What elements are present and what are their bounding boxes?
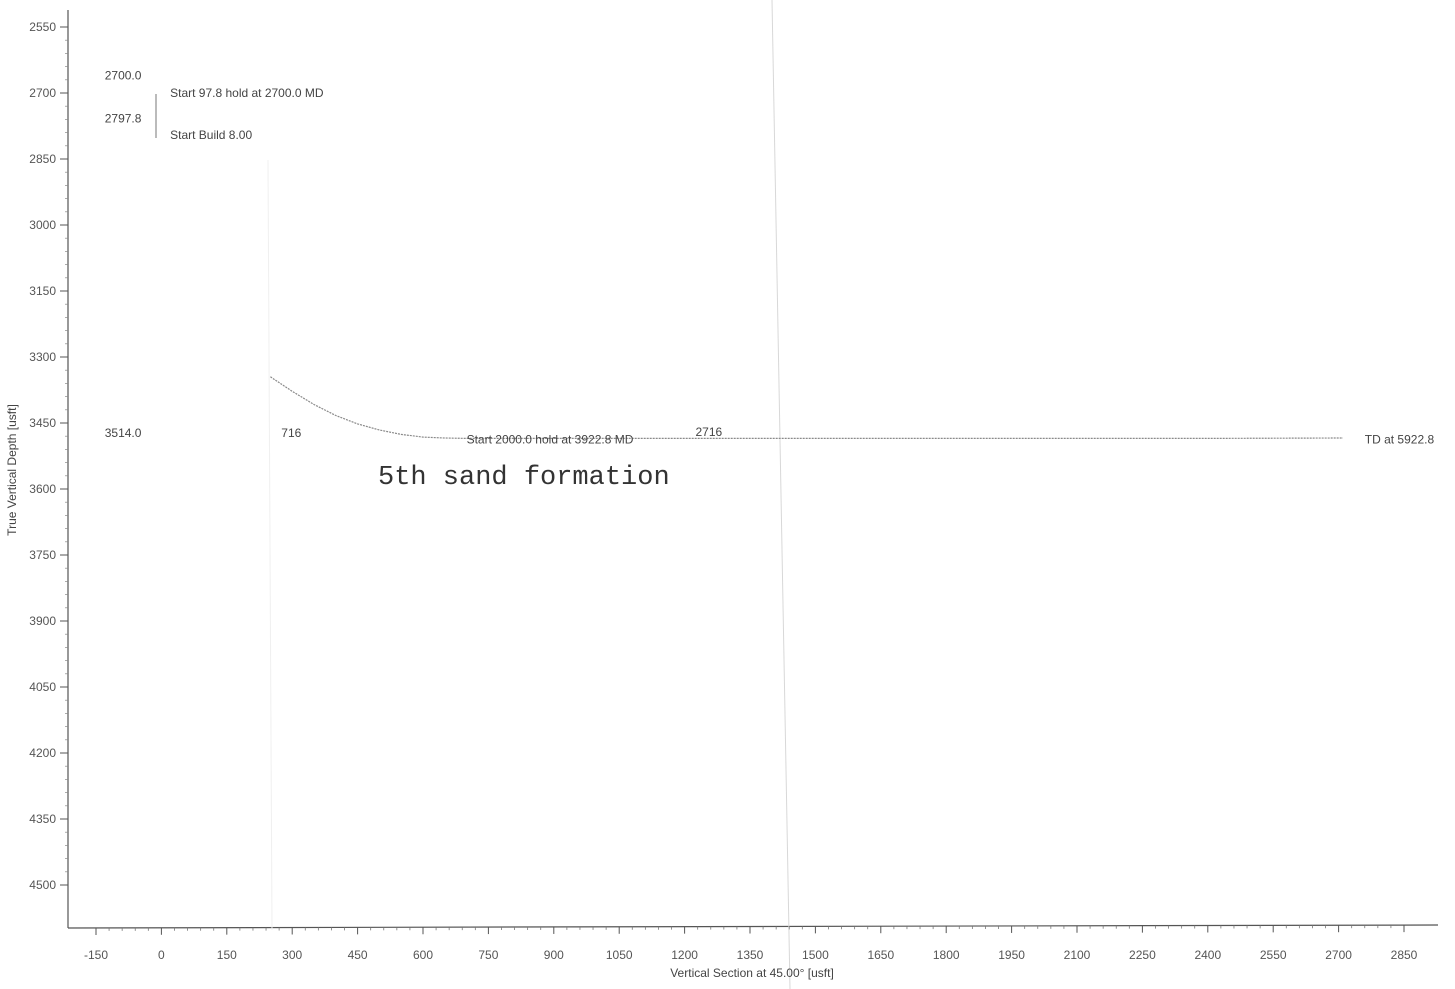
x-tick-label: 1200	[671, 948, 698, 962]
x-axis-label: Vertical Section at 45.00° [usft]	[670, 966, 834, 980]
axes	[67, 0, 1439, 989]
x-tick-label: 1500	[802, 948, 829, 962]
x-tick-label: 2700	[1325, 948, 1352, 962]
x-tick-label: 750	[478, 948, 498, 962]
x-tick-label: 900	[544, 948, 564, 962]
x-tick-label: 300	[282, 948, 302, 962]
y-tick-label: 3750	[29, 548, 56, 562]
y-tick-label: 4200	[29, 746, 56, 760]
y-tick-label: 3450	[29, 416, 56, 430]
formation-label: 5th sand formation	[378, 463, 670, 493]
annotation-label: TD at 5922.8	[1365, 433, 1435, 447]
well-path-line	[270, 376, 1344, 439]
y-tick-label: 2550	[29, 20, 56, 34]
annotation-label: 2797.8	[105, 112, 142, 126]
x-axis-line	[67, 924, 1439, 929]
annotation-label: Start Build 8.00	[170, 128, 252, 142]
series	[155, 94, 1344, 439]
x-tick-label: 450	[348, 948, 368, 962]
x-tick-label: 1350	[737, 948, 764, 962]
x-tick-label: 2100	[1064, 948, 1091, 962]
y-tick-label: 3600	[29, 482, 56, 496]
x-tick-label: 1950	[998, 948, 1025, 962]
x-tick-label: 2550	[1260, 948, 1287, 962]
scan-line	[267, 159, 273, 931]
y-tick-label: 3300	[29, 350, 56, 364]
y-tick-label: 2700	[29, 86, 56, 100]
y-tick-label: 4050	[29, 680, 56, 694]
x-tick-label: 0	[158, 948, 165, 962]
y-axis-label: True Vertical Depth [usft]	[5, 404, 19, 536]
x-ticks: -150 0 150 300 450 600 750 900 1050 1200 1350 1500 1…	[84, 925, 1418, 962]
x-tick-label: 2250	[1129, 948, 1156, 962]
annotation-label: Start 97.8 hold at 2700.0 MD	[170, 86, 324, 100]
x-tick-label: 1650	[867, 948, 894, 962]
annotation-label: 716	[281, 426, 301, 440]
x-tick-label: 2400	[1194, 948, 1221, 962]
annotations: 2700.0 Start 97.8 hold at 2700.0 MD 2797.8…	[105, 68, 1435, 446]
scan-line	[771, 0, 791, 989]
y-tick-label: 3900	[29, 614, 56, 628]
x-tick-label: 2850	[1391, 948, 1418, 962]
x-tick-label: 150	[217, 948, 237, 962]
y-tick-label: 3150	[29, 284, 56, 298]
y-tick-label: 3000	[29, 218, 56, 232]
annotation-label: Start 2000.0 hold at 3922.8 MD	[467, 433, 634, 447]
y-ticks: 2550 2700 2850 3000 3150 3300 3450 3600 3750 3900…	[29, 20, 68, 892]
x-tick-label: 600	[413, 948, 433, 962]
x-tick-label: -150	[84, 948, 108, 962]
annotation-label: 3514.0	[105, 426, 142, 440]
y-tick-label: 4350	[29, 812, 56, 826]
y-tick-label: 4500	[29, 878, 56, 892]
y-tick-label: 2850	[29, 152, 56, 166]
x-tick-label: 1800	[933, 948, 960, 962]
annotation-label: 2716	[696, 425, 723, 439]
x-tick-label: 1050	[606, 948, 633, 962]
annotation-label: 2700.0	[105, 68, 142, 82]
